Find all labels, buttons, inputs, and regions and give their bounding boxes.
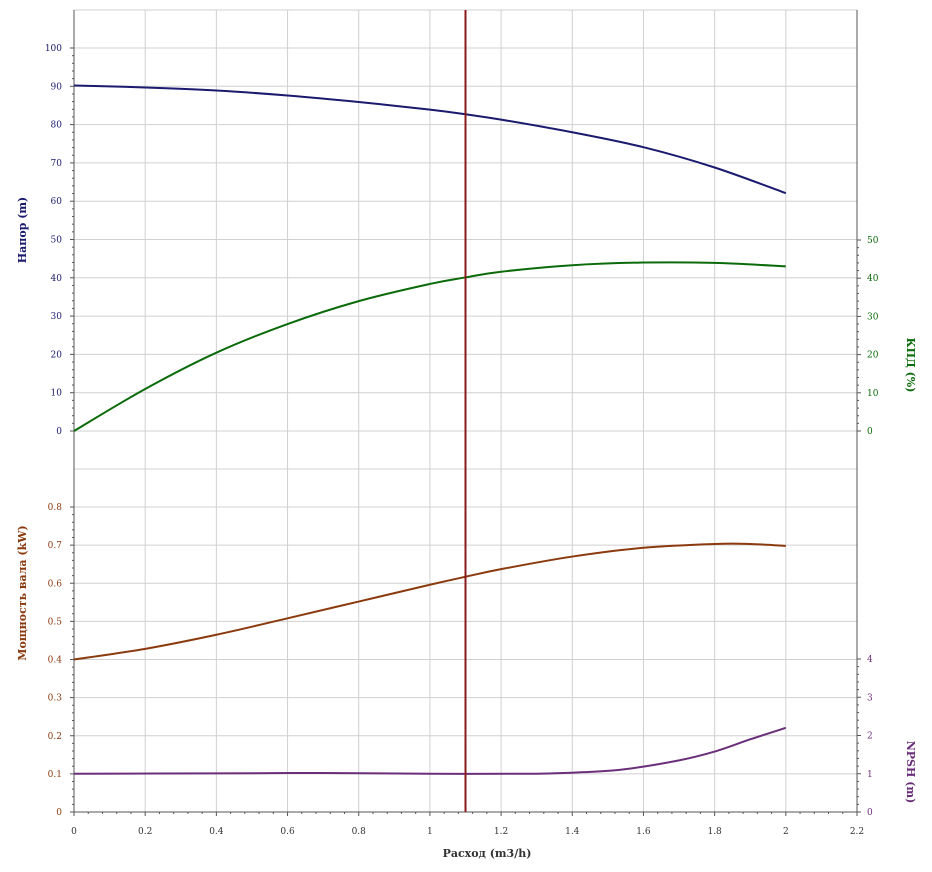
npsh-curve — [73, 726, 787, 775]
left-tick-label: 100 — [45, 44, 62, 54]
tick-labels: 0 0.2 0.4 0.6 0.8 1 1.2 1.4 1.6 1.8 2 2.20102030405… — [45, 44, 879, 837]
left-tick-label: 40 — [51, 274, 63, 284]
x-tick-label: 1.4 — [565, 827, 580, 837]
x-tick-label: 0.4 — [209, 827, 224, 837]
right-tick-label: 2 — [867, 732, 873, 742]
left-tick-label: 80 — [51, 121, 63, 131]
left-tick-label: 0.8 — [48, 503, 63, 513]
head-axis-title: Напор (m) — [16, 197, 29, 263]
left-tick-label: 0.4 — [48, 656, 63, 666]
x-tick-label: 1.2 — [494, 827, 508, 837]
x-axis-title: Расход (m3/h) — [443, 847, 532, 860]
right-tick-label: 20 — [867, 351, 879, 361]
x-tick-label: 1 — [427, 827, 433, 837]
right-tick-label: 1 — [867, 770, 873, 780]
x-tick-label: 2 — [783, 827, 789, 837]
right-tick-label: 40 — [867, 274, 879, 284]
right-tick-label: 50 — [867, 236, 879, 246]
left-tick-label: 0 — [56, 427, 62, 437]
left-tick-label: 90 — [51, 82, 63, 92]
x-tick-label: 0 — [71, 827, 77, 837]
efficiency-axis-title: КПД (%) — [904, 338, 917, 393]
x-tick-label: 1.8 — [707, 827, 722, 837]
x-tick-label: 0.6 — [280, 827, 295, 837]
x-tick-label: 0.2 — [138, 827, 152, 837]
power-axis-title: Мощность вала (kW) — [16, 525, 29, 660]
left-tick-label: 70 — [51, 159, 63, 169]
right-tick-label: 30 — [867, 312, 879, 322]
right-tick-label: 10 — [867, 389, 879, 399]
left-tick-label: 0.1 — [48, 770, 62, 780]
right-tick-label: 3 — [867, 693, 873, 703]
left-tick-label: 50 — [51, 236, 63, 246]
right-tick-label: 0 — [867, 808, 873, 818]
left-tick-label: 0 — [56, 808, 62, 818]
left-tick-label: 10 — [51, 389, 63, 399]
npsh-axis-title: NPSH (m) — [904, 741, 917, 804]
right-tick-label: 0 — [867, 427, 873, 437]
left-tick-label: 0.5 — [48, 617, 63, 627]
right-tick-label: 4 — [867, 655, 873, 665]
x-tick-label: 0.8 — [352, 827, 367, 837]
left-tick-label: 20 — [51, 350, 63, 360]
x-tick-label: 2.2 — [850, 827, 864, 837]
head-curve — [73, 84, 787, 195]
left-tick-label: 0.7 — [48, 541, 63, 551]
left-tick-label: 0.2 — [48, 732, 62, 742]
left-tick-label: 0.6 — [48, 579, 63, 589]
left-tick-label: 60 — [51, 197, 63, 207]
x-tick-label: 1.6 — [636, 827, 651, 837]
efficiency-curve — [73, 261, 786, 432]
left-tick-label: 0.3 — [48, 694, 63, 704]
left-tick-label: 30 — [51, 312, 63, 322]
